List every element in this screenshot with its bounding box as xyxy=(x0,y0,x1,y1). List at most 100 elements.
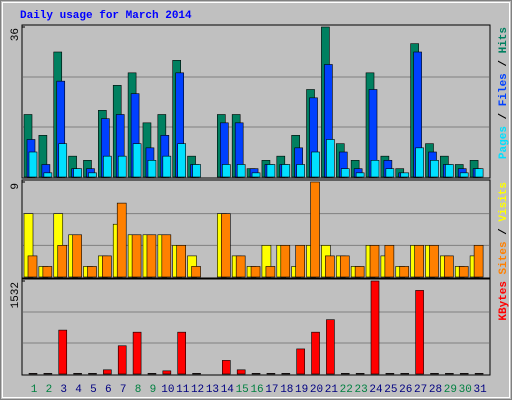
bar xyxy=(146,234,157,278)
bar xyxy=(57,245,68,278)
x-tick-label: 18 xyxy=(280,384,293,396)
bar xyxy=(251,172,261,178)
y-tick-label: 1532 xyxy=(10,282,22,308)
bar xyxy=(27,255,38,278)
legend-separator: / xyxy=(498,53,510,73)
bar xyxy=(444,255,454,278)
bar xyxy=(370,280,380,375)
bar xyxy=(58,329,68,375)
bar xyxy=(370,160,380,178)
bar xyxy=(459,373,469,375)
bar xyxy=(325,255,335,278)
bar xyxy=(117,155,127,178)
bar xyxy=(474,373,484,375)
bar xyxy=(414,245,424,278)
legend: KBytes xyxy=(498,281,510,321)
bar xyxy=(265,266,276,278)
bar xyxy=(222,360,231,375)
y-tick-label: 9 xyxy=(10,183,22,190)
x-tick-label: 17 xyxy=(265,384,278,396)
bar xyxy=(311,331,320,375)
bar xyxy=(177,331,186,375)
bar xyxy=(354,266,365,278)
bar xyxy=(102,255,112,278)
x-tick-label: 12 xyxy=(191,384,204,396)
bar xyxy=(236,164,246,178)
bar xyxy=(162,370,172,375)
bar xyxy=(42,266,53,278)
x-tick-label: 16 xyxy=(250,384,263,396)
bar xyxy=(103,155,112,178)
panel xyxy=(21,278,491,376)
bar xyxy=(221,213,231,278)
bar xyxy=(103,369,112,375)
bar xyxy=(162,155,172,178)
bar xyxy=(73,373,82,375)
x-tick-label: 9 xyxy=(150,384,157,396)
x-tick-label: 26 xyxy=(399,384,412,396)
x-tick-label: 21 xyxy=(325,384,339,396)
bar xyxy=(235,255,246,278)
x-tick-label: 1 xyxy=(31,384,38,396)
legend-separator: / xyxy=(498,106,510,126)
bar xyxy=(192,373,201,375)
bar xyxy=(458,266,469,278)
bar xyxy=(355,172,365,178)
bar xyxy=(281,164,291,178)
bar xyxy=(131,234,142,278)
bar xyxy=(430,373,439,375)
y-tick-label: 36 xyxy=(10,28,22,41)
x-tick-label: 28 xyxy=(429,384,442,396)
bar xyxy=(88,172,97,178)
bar xyxy=(88,373,97,375)
x-tick-label: 22 xyxy=(340,384,353,396)
bar xyxy=(399,266,410,278)
bar xyxy=(132,143,142,178)
bar xyxy=(445,164,454,178)
bar xyxy=(311,151,320,178)
bar xyxy=(72,234,82,278)
bar xyxy=(191,266,201,278)
bar xyxy=(132,331,142,375)
bar xyxy=(192,164,201,178)
x-tick-label: 8 xyxy=(135,384,142,396)
bar xyxy=(280,245,291,278)
legend-entry: Visits xyxy=(498,182,510,222)
bar xyxy=(58,143,68,178)
x-tick-label: 2 xyxy=(46,384,53,396)
legend: Pages / Files / Hits xyxy=(498,27,510,159)
bar xyxy=(147,160,157,178)
bar xyxy=(369,245,380,278)
bar xyxy=(429,245,439,278)
x-tick-label: 3 xyxy=(60,384,67,396)
bar xyxy=(339,255,350,278)
x-tick-label: 5 xyxy=(90,384,97,396)
bar xyxy=(430,160,439,178)
bar xyxy=(385,373,395,375)
bar xyxy=(326,319,335,375)
x-tick-label: 20 xyxy=(310,384,323,396)
bar xyxy=(415,290,424,375)
bar xyxy=(43,373,53,375)
bar xyxy=(474,168,484,178)
bar xyxy=(222,164,231,178)
x-tick-label: 15 xyxy=(236,384,249,396)
bar xyxy=(355,373,365,375)
bar xyxy=(236,369,246,375)
x-tick-label: 14 xyxy=(221,384,235,396)
x-tick-label: 11 xyxy=(176,384,190,396)
x-tick-label: 7 xyxy=(120,384,127,396)
legend-entry: Pages xyxy=(498,126,510,159)
bar xyxy=(445,373,454,375)
bar xyxy=(87,266,97,278)
bar xyxy=(176,245,186,278)
bar xyxy=(296,348,305,375)
legend-entry: Hits xyxy=(498,27,510,53)
x-tick-label: 29 xyxy=(444,384,457,396)
bar xyxy=(296,164,305,178)
x-tick-label: 31 xyxy=(473,384,487,396)
bar xyxy=(459,172,469,178)
x-tick-label: 4 xyxy=(75,384,82,396)
